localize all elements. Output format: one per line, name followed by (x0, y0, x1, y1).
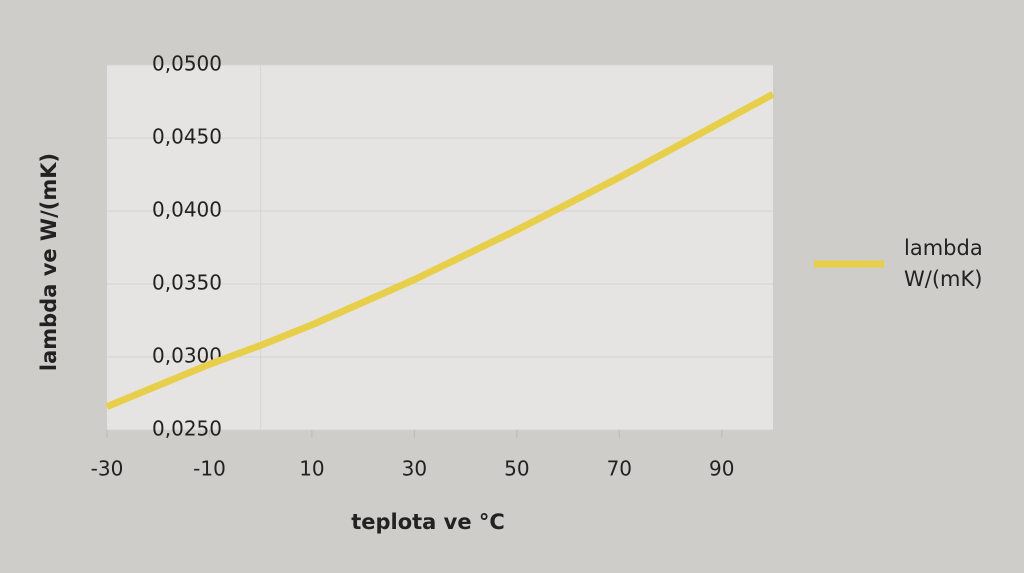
x-axis-title: teplota ve °C (351, 510, 505, 534)
x-tick-label: 90 (709, 457, 734, 481)
x-tick-label: -10 (193, 457, 226, 481)
x-tick-label: -30 (91, 457, 124, 481)
x-tick-label: 70 (607, 457, 632, 481)
y-tick-label: 0,0250 (152, 417, 222, 441)
series-line (105, 91, 775, 410)
x-tick-label: 50 (504, 457, 529, 481)
x-tick-label: 10 (299, 457, 324, 481)
y-tick-label: 0,0400 (152, 198, 222, 222)
y-tick-label: 0,0450 (152, 125, 222, 149)
legend-label: lambda W/(mK) (904, 236, 983, 291)
y-axis-title: lambda ve W/(mK) (37, 153, 61, 371)
x-tick-label: 30 (402, 457, 427, 481)
y-tick-label: 0,0350 (152, 271, 222, 295)
plot-area (107, 65, 773, 430)
y-tick-label: 0,0500 (152, 52, 222, 76)
